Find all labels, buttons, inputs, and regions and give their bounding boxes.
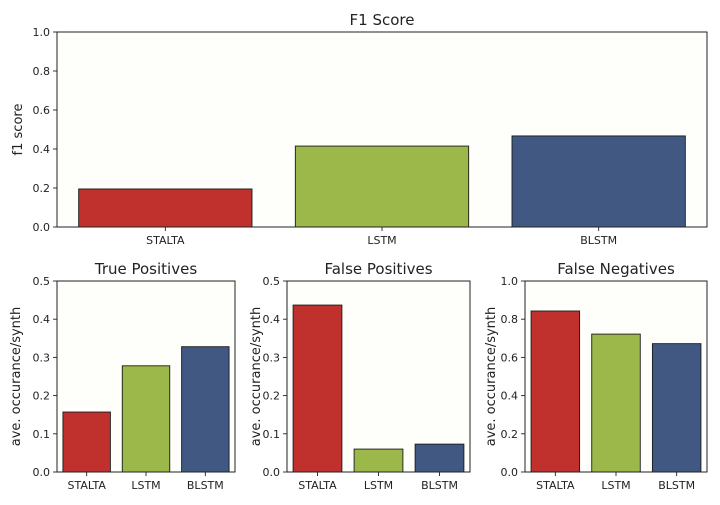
y-tick-label: 0.4 <box>33 313 51 326</box>
x-tick-label: STALTA <box>146 234 185 247</box>
y-axis-label: ave. occurance/synth <box>484 307 499 447</box>
x-tick-label: LSTM <box>367 234 396 247</box>
y-axis-label: ave. occurance/synth <box>249 307 264 447</box>
y-tick-label: 0.5 <box>33 275 51 288</box>
y-tick-label: 0.0 <box>501 466 519 479</box>
chart-title: F1 Score <box>350 11 415 29</box>
chart-panel-1: STALTA LSTM BLSTM 0.0 0.2 0.4 0.6 0.8 1.0 F1 Scor… <box>11 11 708 247</box>
bar-blstm <box>414 443 465 473</box>
x-tick-label: LSTM <box>364 479 393 492</box>
plot-frame <box>56 280 236 473</box>
x-tick-label: LSTM <box>131 479 160 492</box>
y-tick-label: 0.6 <box>501 351 519 364</box>
bar-stalta <box>292 304 343 473</box>
y-tick-label: 0.4 <box>501 390 519 403</box>
y-tick-label: 0.2 <box>33 182 51 195</box>
y-tick-label: 0.4 <box>33 143 51 156</box>
bar-blstm <box>511 135 686 228</box>
y-axis-label: ave. occurance/synth <box>9 307 24 447</box>
y-tick-label: 0.8 <box>33 65 51 78</box>
y-tick-label: 0.0 <box>33 466 51 479</box>
y-tick-label: 0.2 <box>263 390 281 403</box>
y-tick-label: 0.2 <box>501 428 519 441</box>
y-tick-label: 0.1 <box>263 428 281 441</box>
plot-frame <box>286 280 471 473</box>
bar-lstm <box>591 333 641 473</box>
bar-stalta <box>62 411 111 473</box>
bar-lstm <box>353 448 404 473</box>
chart-panel-3: STALTA LSTM BLSTM 0.0 0.1 0.2 0.3 0.4 0.5 False P… <box>249 260 471 492</box>
chart-title: True Positives <box>94 260 197 278</box>
chart-panel-2: STALTA LSTM BLSTM 0.0 0.1 0.2 0.3 0.4 0.5 True Po… <box>9 260 236 492</box>
y-tick-label: 0.0 <box>263 466 281 479</box>
y-tick-label: 0.3 <box>33 351 51 364</box>
x-tick-label: BLSTM <box>421 479 458 492</box>
y-tick-label: 0.4 <box>263 313 281 326</box>
x-tick-label: BLSTM <box>580 234 617 247</box>
x-tick-label: LSTM <box>601 479 630 492</box>
chart-title: False Positives <box>324 260 432 278</box>
plot-frame <box>56 31 708 228</box>
y-tick-label: 1.0 <box>501 275 519 288</box>
y-tick-label: 1.0 <box>33 26 51 39</box>
bar-stalta <box>530 310 581 473</box>
bar-blstm <box>651 343 702 473</box>
y-tick-label: 0.2 <box>33 390 51 403</box>
y-axis-label: f1 score <box>11 104 26 156</box>
y-tick-label: 0.5 <box>263 275 281 288</box>
y-tick-label: 0.1 <box>33 428 51 441</box>
chart-title: False Negatives <box>557 260 675 278</box>
bar-blstm <box>181 346 230 473</box>
y-tick-label: 0.8 <box>501 313 519 326</box>
x-tick-label: STALTA <box>67 479 106 492</box>
chart-panel-4: STALTA LSTM BLSTM 0.0 0.2 0.4 0.6 0.8 1.0 False N… <box>484 260 708 492</box>
y-tick-label: 0.0 <box>33 221 51 234</box>
bar-stalta <box>78 188 253 228</box>
plot-frame <box>524 280 708 473</box>
x-tick-label: STALTA <box>536 479 575 492</box>
bar-lstm <box>121 365 171 473</box>
y-tick-label: 0.3 <box>263 351 281 364</box>
x-tick-label: BLSTM <box>187 479 224 492</box>
y-tick-label: 0.6 <box>33 104 51 117</box>
x-tick-label: STALTA <box>298 479 337 492</box>
x-tick-label: BLSTM <box>658 479 695 492</box>
bar-lstm <box>294 145 470 228</box>
